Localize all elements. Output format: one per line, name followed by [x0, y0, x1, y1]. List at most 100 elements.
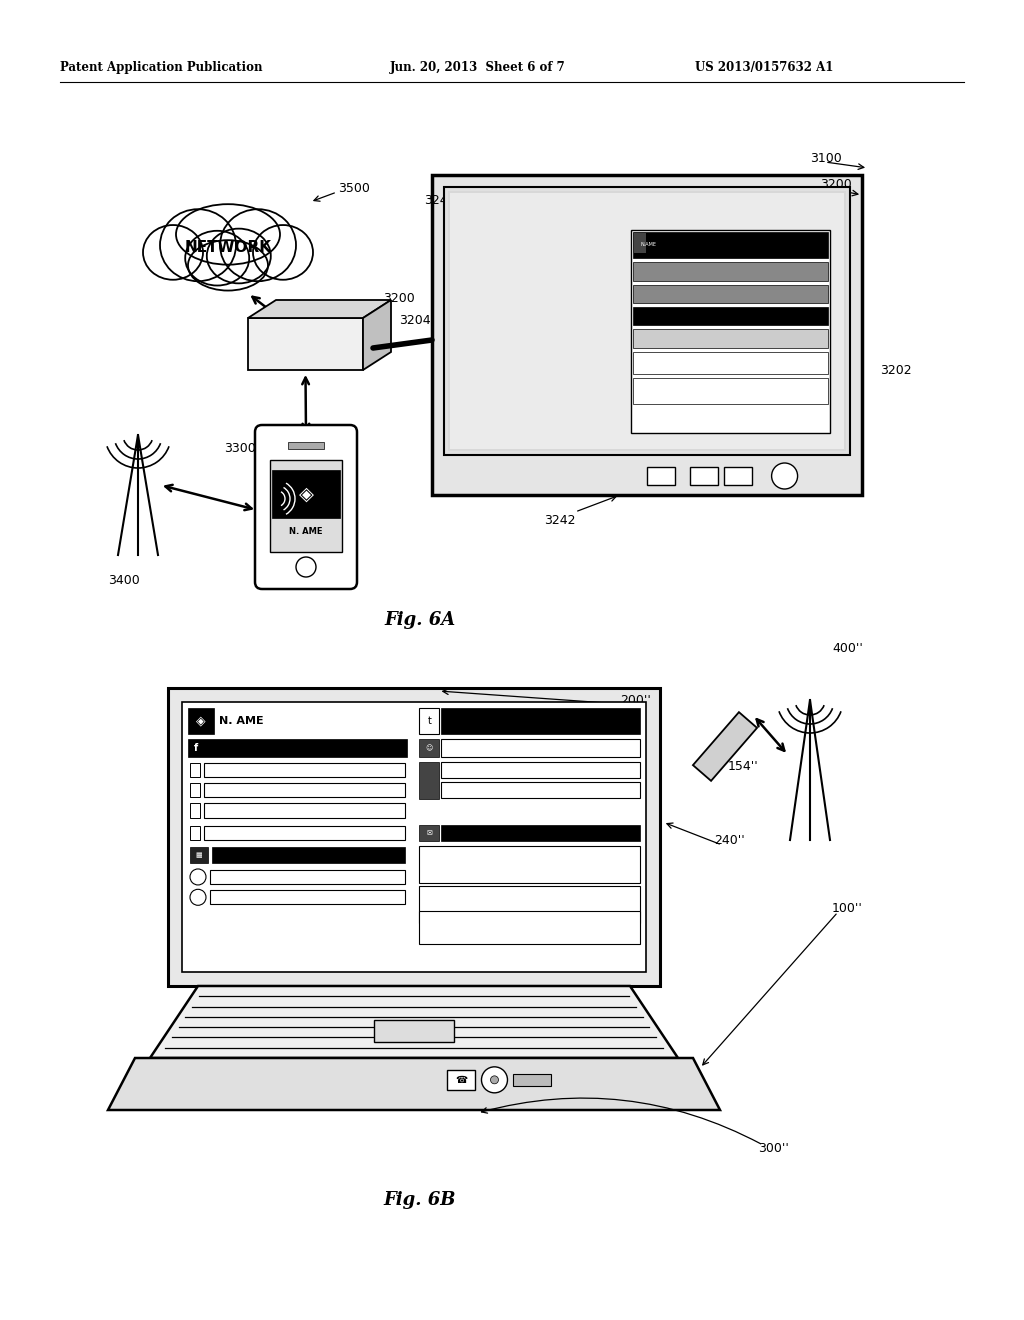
- Circle shape: [190, 869, 206, 884]
- Polygon shape: [693, 711, 757, 781]
- Bar: [724, 467, 753, 484]
- Text: ✉: ✉: [427, 830, 432, 836]
- Text: Patent Application Publication: Patent Application Publication: [60, 62, 262, 74]
- Bar: [441, 783, 640, 799]
- Text: NETWORK: NETWORK: [184, 240, 271, 256]
- Circle shape: [296, 557, 316, 577]
- Circle shape: [772, 463, 798, 488]
- Bar: [420, 887, 640, 923]
- Circle shape: [481, 1067, 508, 1093]
- Bar: [647, 467, 675, 484]
- Text: 3400: 3400: [108, 573, 139, 586]
- Text: 154'': 154'': [728, 759, 759, 772]
- Bar: [190, 763, 200, 777]
- Bar: [420, 762, 439, 800]
- Bar: [204, 826, 404, 840]
- Text: ☎: ☎: [456, 1074, 468, 1085]
- Bar: [186, 706, 642, 968]
- Bar: [289, 442, 324, 449]
- Bar: [190, 804, 200, 818]
- Text: US 2013/0157632 A1: US 2013/0157632 A1: [695, 62, 834, 74]
- Bar: [212, 847, 404, 863]
- Bar: [420, 912, 640, 945]
- Polygon shape: [362, 300, 391, 370]
- Ellipse shape: [220, 209, 296, 281]
- Text: 3240: 3240: [424, 194, 456, 206]
- Text: 3242: 3242: [544, 513, 575, 527]
- Text: 3100: 3100: [810, 152, 842, 165]
- Bar: [633, 330, 828, 347]
- Bar: [441, 825, 640, 841]
- Bar: [450, 193, 844, 449]
- Bar: [690, 467, 718, 484]
- Ellipse shape: [143, 224, 203, 280]
- Polygon shape: [248, 300, 391, 318]
- Text: 300'': 300'': [758, 1142, 788, 1155]
- Bar: [210, 890, 404, 904]
- Text: 3200: 3200: [820, 178, 852, 191]
- Bar: [441, 762, 640, 777]
- Text: 3200: 3200: [383, 292, 415, 305]
- Text: 3500: 3500: [338, 181, 370, 194]
- Text: N. AME: N. AME: [289, 527, 323, 536]
- Ellipse shape: [185, 231, 249, 285]
- Bar: [447, 1069, 475, 1090]
- Text: N.AME: N.AME: [640, 242, 656, 247]
- Bar: [168, 688, 660, 986]
- Bar: [188, 708, 214, 734]
- Text: Jun. 20, 2013  Sheet 6 of 7: Jun. 20, 2013 Sheet 6 of 7: [390, 62, 565, 74]
- Text: 3204: 3204: [399, 314, 431, 326]
- Bar: [204, 763, 404, 777]
- FancyBboxPatch shape: [255, 425, 357, 589]
- Text: Fig. 6A: Fig. 6A: [384, 611, 456, 630]
- Text: N. AME: N. AME: [219, 715, 264, 726]
- Bar: [633, 378, 828, 404]
- Text: ☺: ☺: [426, 744, 433, 751]
- Text: f: f: [194, 743, 199, 752]
- Text: ◈: ◈: [299, 484, 313, 503]
- Bar: [270, 459, 342, 552]
- Bar: [190, 783, 200, 797]
- Bar: [441, 708, 640, 734]
- Polygon shape: [108, 1059, 720, 1110]
- Bar: [374, 1019, 454, 1041]
- Text: ▦: ▦: [196, 851, 203, 858]
- Ellipse shape: [176, 205, 280, 264]
- Bar: [190, 847, 208, 863]
- Text: t: t: [428, 715, 431, 726]
- Bar: [633, 308, 828, 325]
- Text: 3202: 3202: [880, 363, 911, 376]
- Text: Fig. 6B: Fig. 6B: [384, 1191, 457, 1209]
- Bar: [633, 285, 828, 304]
- Bar: [441, 739, 640, 756]
- Bar: [420, 825, 439, 841]
- Ellipse shape: [188, 240, 268, 290]
- Bar: [633, 351, 828, 374]
- Bar: [634, 234, 646, 253]
- Bar: [204, 783, 404, 797]
- Bar: [210, 870, 404, 884]
- Bar: [513, 1074, 552, 1086]
- Bar: [444, 187, 850, 455]
- Bar: [432, 176, 862, 495]
- Bar: [420, 846, 640, 883]
- Bar: [420, 739, 439, 756]
- Bar: [190, 826, 200, 840]
- Circle shape: [490, 1076, 499, 1084]
- Polygon shape: [150, 986, 678, 1059]
- Ellipse shape: [207, 228, 270, 284]
- Text: 400'': 400'': [831, 642, 863, 655]
- Bar: [420, 708, 439, 734]
- Text: ◈: ◈: [197, 714, 206, 727]
- Text: 240'': 240'': [714, 833, 744, 846]
- Polygon shape: [248, 318, 362, 370]
- Bar: [631, 230, 830, 433]
- Ellipse shape: [253, 224, 313, 280]
- Ellipse shape: [160, 209, 236, 281]
- Bar: [188, 739, 407, 756]
- Text: 200'': 200'': [620, 693, 651, 706]
- Bar: [272, 470, 340, 517]
- Text: 100'': 100'': [831, 902, 863, 915]
- Bar: [182, 702, 646, 972]
- Bar: [633, 263, 828, 281]
